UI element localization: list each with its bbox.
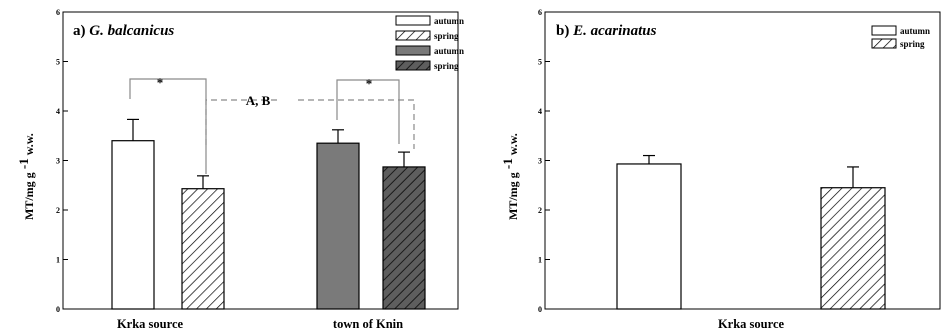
y-tick-label: 6 xyxy=(56,8,60,17)
y-tick-label: 5 xyxy=(56,58,60,67)
bar-spring-hatch-white xyxy=(181,188,225,310)
panel-b-x-label-krka: Krka source xyxy=(718,317,785,331)
legend-b-swatch-autumn xyxy=(871,25,897,36)
bar-autumn-white xyxy=(111,140,155,310)
panel-a-bars xyxy=(111,140,426,310)
panel-b-y-axis: 0 1 2 3 4 5 6 xyxy=(538,8,550,314)
panel-a-y-axis: 0 1 2 3 4 5 6 xyxy=(56,8,68,314)
bar-spring-hatch-gray xyxy=(382,166,426,310)
annotation-ab: A, B xyxy=(246,93,271,108)
bracket-sites xyxy=(205,99,278,145)
panel-a-significance: * A, B * xyxy=(129,75,415,174)
legend-swatch-spring-hatched xyxy=(395,30,431,41)
panel-b-y-label: MT/mg g -1 w.w. xyxy=(500,133,520,220)
y-tick-label: 5 xyxy=(538,58,542,67)
panel-b-title: b) E. acarinatus xyxy=(556,23,657,39)
y-tick-label: 6 xyxy=(538,8,542,17)
panel-b-error-bars xyxy=(643,154,859,188)
bar-spring-hatch-white xyxy=(820,187,886,310)
legend-label-autumn-2: autumn xyxy=(434,46,464,56)
legend-swatch-spring-gray-hatched xyxy=(395,60,431,71)
bracket-knin xyxy=(336,79,400,144)
legend-swatch-autumn-gray xyxy=(395,45,431,56)
legend-label-autumn-1: autumn xyxy=(434,16,464,26)
panel-a-title: a) G. balcanicus xyxy=(73,23,174,39)
y-tick-label: 4 xyxy=(538,107,542,116)
y-tick-label: 1 xyxy=(56,256,60,265)
y-tick-label: 0 xyxy=(538,305,542,314)
y-tick-label: 2 xyxy=(56,206,60,215)
panel-a-x-label-krka: Krka source xyxy=(117,317,184,331)
panel-a-y-label: MT/mg g -1 w.w. xyxy=(16,133,36,220)
legend-b-swatch-spring xyxy=(871,38,897,49)
bar-autumn-white xyxy=(616,163,682,310)
y-tick-label: 3 xyxy=(56,157,60,166)
legend-b-label-autumn: autumn xyxy=(900,26,930,36)
panel-b: 0 1 2 3 4 5 6 b) E. acarinatus MT/mg g -1 w.w.… xyxy=(500,8,941,331)
legend-swatch-autumn-white xyxy=(395,15,431,26)
legend-b-label-spring: spring xyxy=(900,39,925,49)
y-tick-label: 0 xyxy=(56,305,60,314)
panel-a-error-bars xyxy=(127,118,410,189)
legend-label-spring-1: spring xyxy=(434,31,459,41)
bracket-krka xyxy=(129,78,207,174)
bar-autumn-gray xyxy=(316,142,360,310)
y-tick-label: 2 xyxy=(538,206,542,215)
legend-label-spring-2: spring xyxy=(434,61,459,71)
panel-a-legend: autumn spring autumn spring xyxy=(395,15,464,71)
panel-b-legend: autumn spring xyxy=(871,25,930,49)
y-tick-label: 1 xyxy=(538,256,542,265)
panel-a-x-label-knin: town of Knin xyxy=(333,317,403,331)
bracket-sites-right xyxy=(298,99,415,149)
y-tick-label: 4 xyxy=(56,107,60,116)
panel-a: 0 1 2 3 4 5 6 a) G. balcanicus MT/mg g -1 w.w.… xyxy=(16,8,464,331)
panel-b-bars xyxy=(616,163,886,310)
y-tick-label: 3 xyxy=(538,157,542,166)
annotation-star-krka: * xyxy=(157,75,164,90)
annotation-star-knin: * xyxy=(366,76,373,91)
